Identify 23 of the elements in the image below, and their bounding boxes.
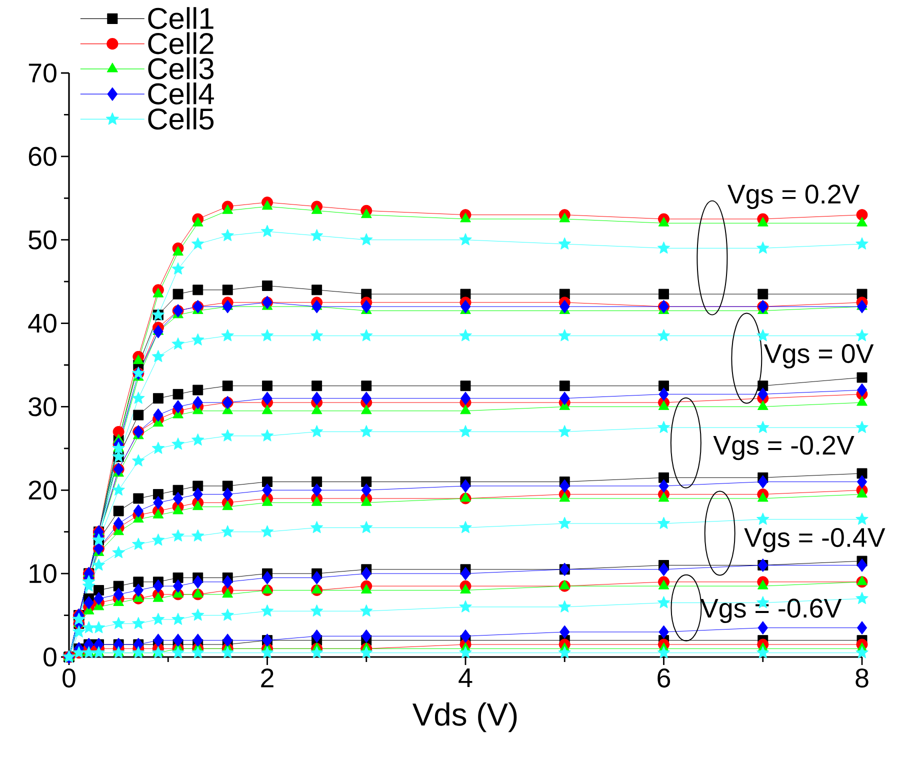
legend-label: Cell4 xyxy=(148,82,214,104)
x-tick-label: 8 xyxy=(856,668,868,688)
annotation: Vgs = -0.4V xyxy=(744,528,886,552)
legend-label: Cell2 xyxy=(148,32,214,54)
y-tick-label: 0 xyxy=(44,647,56,667)
legend-label: Cell1 xyxy=(148,7,214,30)
annotation: Vgs = 0.2V xyxy=(728,184,860,209)
y-tick-label: 30 xyxy=(28,397,56,416)
x-tick-label: 0 xyxy=(62,668,76,688)
y-tick-label: 70 xyxy=(28,63,56,83)
y-tick-label: 10 xyxy=(30,564,56,584)
y-tick-label: 40 xyxy=(28,314,56,333)
x-tick-label: 6 xyxy=(658,668,670,688)
annotation: Vgs = 0V xyxy=(764,344,874,368)
y-tick-label: 50 xyxy=(28,230,56,250)
y-tick-label: 20 xyxy=(28,480,56,500)
x-axis-title: Vds (V) xyxy=(412,702,517,732)
x-tick-label: 4 xyxy=(458,668,472,688)
legend-label: Cell5 xyxy=(148,108,214,130)
legend-label: Cell3 xyxy=(148,57,214,80)
y-tick-label: 60 xyxy=(28,146,56,166)
x-tick-label: 2 xyxy=(261,668,274,688)
annotation: Vgs = -0.2V xyxy=(713,436,854,460)
